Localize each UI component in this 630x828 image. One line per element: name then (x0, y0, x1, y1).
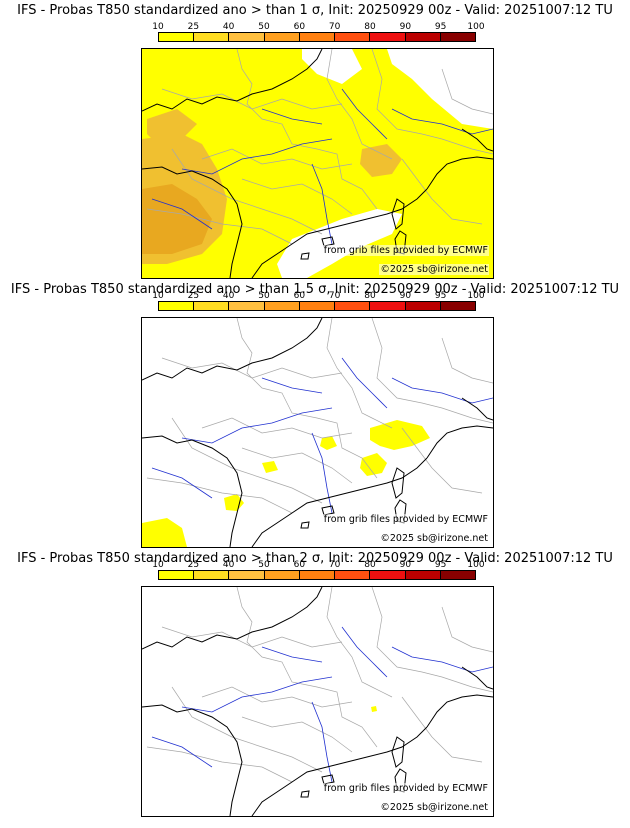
map-1-svg (142, 49, 493, 278)
credit-copyright: ©2025 sb@irizone.net (379, 802, 489, 813)
colorbar-tick-25: 25 (187, 291, 200, 301)
colorbar-tick-95: 95 (434, 291, 447, 301)
colorbar-swatch-4 (264, 571, 300, 579)
colorbar-3: 10 25 40 50 60 70 80 90 95 100 (152, 560, 485, 580)
colorbar-swatch-7 (370, 571, 406, 579)
colorbar-tick-100: 100 (467, 22, 485, 32)
colorbar-tick-40: 40 (222, 22, 235, 32)
colorbar-tick-40: 40 (222, 291, 235, 301)
colorbar-tick-100: 100 (467, 291, 485, 301)
colorbar-swatch-6 (335, 571, 371, 579)
colorbar-swatch-2 (194, 571, 230, 579)
country-borders (146, 318, 493, 514)
colorbar-ticks: 10 25 40 50 60 70 80 90 95 100 (152, 22, 484, 32)
colorbar-tick-60: 60 (293, 291, 306, 301)
colorbar-swatch-4 (264, 302, 300, 310)
colorbar-swatch-8 (405, 302, 441, 310)
credit-copyright: ©2025 sb@irizone.net (379, 264, 489, 275)
colorbar-ticks: 10 25 40 50 60 70 80 90 95 100 (152, 291, 484, 301)
colorbar-tick-10: 10 (152, 560, 164, 570)
colorbar-swatch-6 (335, 33, 371, 41)
colorbar-swatch-7 (370, 302, 406, 310)
colorbar-tick-90: 90 (399, 22, 412, 32)
colorbar-swatch-4 (264, 33, 300, 41)
colorbar-tick-95: 95 (434, 560, 447, 570)
credit-copyright: ©2025 sb@irizone.net (379, 533, 489, 544)
colorbar-tick-80: 80 (364, 291, 376, 301)
colorbar-swatch-6 (335, 302, 371, 310)
credit-source: from grib files provided by ECMWF (322, 245, 489, 256)
probability-shading (142, 420, 430, 547)
colorbar-swatches (158, 570, 476, 580)
coastlines (142, 318, 493, 547)
colorbar-swatch-9 (440, 33, 475, 41)
colorbar-swatches (158, 32, 476, 42)
colorbar-tick-50: 50 (258, 291, 270, 301)
rivers (151, 626, 493, 783)
colorbar-swatches (158, 301, 476, 311)
colorbar-tick-80: 80 (364, 560, 376, 570)
colorbar-swatch-7 (370, 33, 406, 41)
colorbar-swatch-9 (440, 302, 475, 310)
colorbar-swatch-8 (405, 33, 441, 41)
colorbar-tick-95: 95 (434, 22, 447, 32)
colorbar-tick-80: 80 (364, 22, 376, 32)
map-3-svg (142, 587, 493, 816)
panel-1-title: IFS - Probas T850 standardized ano > tha… (17, 3, 613, 18)
colorbar-ticks: 10 25 40 50 60 70 80 90 95 100 (152, 560, 484, 570)
colorbar-1: 10 25 40 50 60 70 80 90 95 100 (152, 22, 485, 42)
colorbar-tick-10: 10 (152, 291, 164, 301)
colorbar-swatch-3 (229, 33, 265, 41)
colorbar-swatch-5 (299, 571, 336, 579)
colorbar-tick-70: 70 (328, 291, 341, 301)
colorbar-swatch-1 (159, 571, 195, 579)
coastlines (142, 587, 493, 816)
colorbar-swatch-8 (405, 571, 441, 579)
colorbar-tick-10: 10 (152, 22, 164, 32)
map-panel-3: from grib files provided by ECMWF ©2025 … (141, 586, 494, 817)
colorbar-tick-60: 60 (293, 560, 306, 570)
colorbar-swatch-3 (229, 302, 265, 310)
country-borders (146, 49, 493, 245)
colorbar-swatch-5 (299, 33, 336, 41)
credit-source: from grib files provided by ECMWF (322, 514, 489, 525)
map-2-svg (142, 318, 493, 547)
colorbar-tick-90: 90 (399, 560, 412, 570)
colorbar-tick-40: 40 (222, 560, 235, 570)
colorbar-tick-90: 90 (399, 291, 412, 301)
probability-shading (142, 49, 493, 278)
coastlines (142, 49, 493, 278)
credit-source: from grib files provided by ECMWF (322, 783, 489, 794)
colorbar-swatch-2 (194, 33, 230, 41)
rivers (151, 357, 493, 514)
probability-shading (371, 706, 377, 712)
colorbar-swatch-1 (159, 302, 195, 310)
panel-2-title: IFS - Probas T850 standardized ano > tha… (10, 282, 620, 297)
map-panel-1: from grib files provided by ECMWF ©2025 … (141, 48, 494, 279)
colorbar-swatch-2 (194, 302, 230, 310)
colorbar-tick-70: 70 (328, 560, 341, 570)
colorbar-swatch-5 (299, 302, 336, 310)
colorbar-swatch-9 (440, 571, 475, 579)
rivers (151, 88, 493, 245)
colorbar-2: 10 25 40 50 60 70 80 90 95 100 (152, 291, 485, 311)
colorbar-tick-25: 25 (187, 22, 200, 32)
colorbar-tick-50: 50 (258, 560, 270, 570)
colorbar-tick-25: 25 (187, 560, 200, 570)
colorbar-tick-50: 50 (258, 22, 270, 32)
colorbar-tick-60: 60 (293, 22, 306, 32)
panel-3-title: IFS - Probas T850 standardized ano > tha… (17, 551, 613, 566)
colorbar-swatch-1 (159, 33, 195, 41)
map-panel-2: from grib files provided by ECMWF ©2025 … (141, 317, 494, 548)
colorbar-tick-70: 70 (328, 22, 341, 32)
colorbar-tick-100: 100 (467, 560, 485, 570)
colorbar-swatch-3 (229, 571, 265, 579)
country-borders (146, 587, 493, 783)
